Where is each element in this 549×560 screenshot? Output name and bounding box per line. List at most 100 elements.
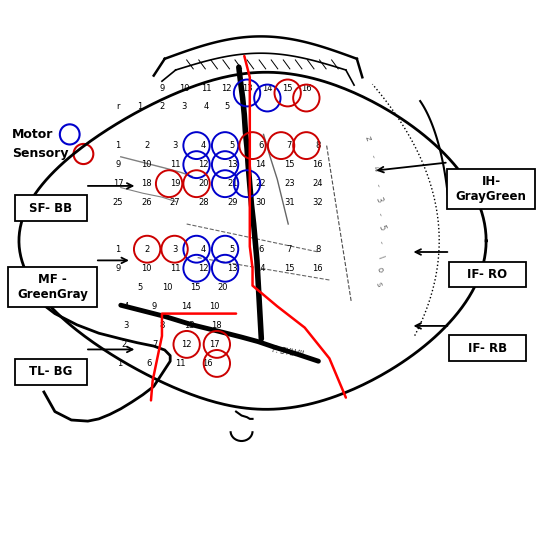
Text: 2: 2 xyxy=(121,340,126,349)
Text: 11: 11 xyxy=(170,264,181,273)
Text: 2: 2 xyxy=(144,245,149,254)
Text: 8: 8 xyxy=(315,141,321,150)
Text: 4: 4 xyxy=(201,245,206,254)
FancyBboxPatch shape xyxy=(447,169,535,209)
Text: 15: 15 xyxy=(189,283,200,292)
Text: 1: 1 xyxy=(115,245,121,254)
Text: 9: 9 xyxy=(151,302,156,311)
Text: 6: 6 xyxy=(258,245,264,254)
Text: 24: 24 xyxy=(312,179,323,188)
Text: 6: 6 xyxy=(147,359,152,368)
Text: IH-
GrayGreen: IH- GrayGreen xyxy=(456,175,526,203)
Text: 5: 5 xyxy=(224,102,229,111)
Text: 5: 5 xyxy=(229,141,235,150)
Text: 22: 22 xyxy=(255,179,266,188)
Text: 13: 13 xyxy=(242,84,253,93)
Text: 12: 12 xyxy=(198,264,209,273)
Text: 27: 27 xyxy=(170,198,181,207)
Text: 7: 7 xyxy=(153,340,158,349)
Text: 13: 13 xyxy=(227,264,238,273)
Text: 10: 10 xyxy=(209,302,220,311)
Text: 20: 20 xyxy=(217,283,228,292)
Text: 14: 14 xyxy=(181,302,192,311)
Text: 31: 31 xyxy=(284,198,295,207)
Text: Sensory: Sensory xyxy=(12,147,69,161)
Text: MF -
GreenGray: MF - GreenGray xyxy=(17,273,88,301)
Text: -: - xyxy=(368,153,377,159)
FancyBboxPatch shape xyxy=(449,335,526,361)
Text: 15: 15 xyxy=(282,84,293,93)
Text: r: r xyxy=(116,102,120,111)
Text: 11: 11 xyxy=(200,84,211,93)
Text: 9: 9 xyxy=(115,160,121,169)
Text: 16: 16 xyxy=(312,160,323,169)
Text: 3: 3 xyxy=(124,321,129,330)
Text: 5: 5 xyxy=(137,283,143,292)
Text: IF- RB: IF- RB xyxy=(468,342,507,355)
Text: 8: 8 xyxy=(315,245,321,254)
Text: 10: 10 xyxy=(141,264,152,273)
Text: l: l xyxy=(376,254,385,260)
FancyBboxPatch shape xyxy=(8,267,97,307)
Text: F. SYLVIL: F. SYLVIL xyxy=(272,344,306,360)
Text: -: - xyxy=(372,182,382,188)
Text: 26: 26 xyxy=(141,198,152,207)
Text: 13: 13 xyxy=(227,160,238,169)
FancyBboxPatch shape xyxy=(15,195,87,221)
Text: 14: 14 xyxy=(262,84,273,93)
Text: 16: 16 xyxy=(202,359,213,368)
Text: 20: 20 xyxy=(198,179,209,188)
Text: 3: 3 xyxy=(181,102,187,111)
Text: 17: 17 xyxy=(209,340,220,349)
Text: 5: 5 xyxy=(376,223,386,232)
Text: 14: 14 xyxy=(255,160,266,169)
Text: 17: 17 xyxy=(113,179,124,188)
Text: 10: 10 xyxy=(162,283,173,292)
FancyBboxPatch shape xyxy=(449,262,526,287)
Text: 5: 5 xyxy=(229,245,235,254)
Text: 16: 16 xyxy=(301,84,312,93)
Text: 4: 4 xyxy=(201,141,206,150)
Text: 21: 21 xyxy=(227,179,238,188)
Text: 12: 12 xyxy=(198,160,209,169)
Text: 6: 6 xyxy=(258,141,264,150)
FancyBboxPatch shape xyxy=(15,359,87,385)
Text: TL- BG: TL- BG xyxy=(29,365,72,379)
Text: 13: 13 xyxy=(184,321,195,330)
Text: 10: 10 xyxy=(178,84,189,93)
Text: 1: 1 xyxy=(115,141,121,150)
Text: 1: 1 xyxy=(137,102,143,111)
Text: 3: 3 xyxy=(373,195,384,204)
Text: 10: 10 xyxy=(141,160,152,169)
Text: 14: 14 xyxy=(255,264,266,273)
Text: 11: 11 xyxy=(175,359,186,368)
Text: 30: 30 xyxy=(255,198,266,207)
Text: 3: 3 xyxy=(172,141,178,150)
Text: 1: 1 xyxy=(117,359,122,368)
Text: -: - xyxy=(375,212,384,218)
Text: 4: 4 xyxy=(203,102,209,111)
Text: 19: 19 xyxy=(170,179,181,188)
Text: 25: 25 xyxy=(113,198,124,207)
Text: 4: 4 xyxy=(371,165,381,173)
Text: 4: 4 xyxy=(124,302,129,311)
Text: 29: 29 xyxy=(227,198,238,207)
Text: 11: 11 xyxy=(170,160,181,169)
Text: -: - xyxy=(376,240,385,246)
Text: 8: 8 xyxy=(159,321,165,330)
Text: 15: 15 xyxy=(284,160,295,169)
Text: 28: 28 xyxy=(198,198,209,207)
Text: 18: 18 xyxy=(141,179,152,188)
Text: 12: 12 xyxy=(221,84,232,93)
Text: SF- BB: SF- BB xyxy=(29,202,72,215)
Text: 15: 15 xyxy=(284,264,295,273)
Text: 9: 9 xyxy=(159,84,165,93)
Text: 2: 2 xyxy=(144,141,149,150)
Text: Motor: Motor xyxy=(12,128,53,141)
Text: 32: 32 xyxy=(312,198,323,207)
Text: s: s xyxy=(373,281,383,288)
Text: 9: 9 xyxy=(115,264,121,273)
Text: 3: 3 xyxy=(172,245,178,254)
Text: 23: 23 xyxy=(284,179,295,188)
Text: z: z xyxy=(362,135,372,142)
